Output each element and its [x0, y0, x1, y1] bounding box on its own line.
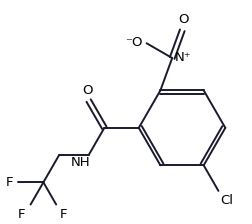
Text: F: F: [60, 208, 68, 222]
Text: NH: NH: [71, 156, 91, 169]
Text: O: O: [82, 84, 93, 97]
Text: Cl: Cl: [220, 194, 233, 207]
Text: F: F: [18, 208, 26, 222]
Text: F: F: [5, 176, 13, 189]
Text: N⁺: N⁺: [175, 51, 192, 64]
Text: O: O: [178, 13, 188, 26]
Text: ⁻O: ⁻O: [125, 36, 143, 49]
